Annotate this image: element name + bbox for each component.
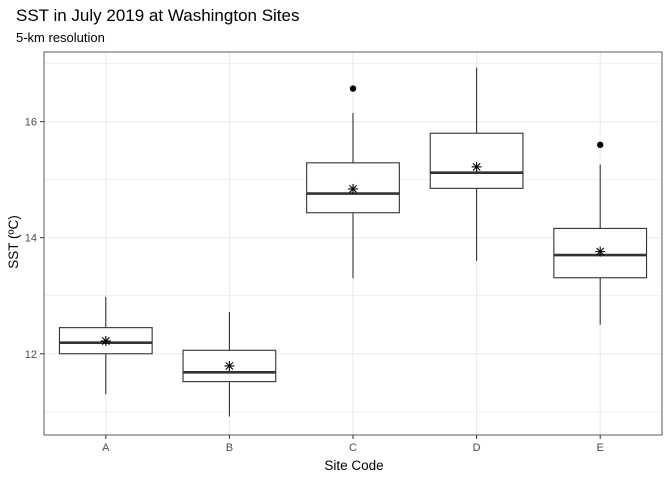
y-tick-label: 16 bbox=[25, 117, 37, 129]
iqr-box bbox=[429, 132, 524, 189]
x-tick-label: A bbox=[102, 442, 110, 454]
mean-marker bbox=[471, 161, 482, 172]
mean-marker-stroke bbox=[101, 337, 110, 345]
mean-marker-stroke bbox=[349, 184, 357, 193]
y-tick-label: 12 bbox=[25, 349, 37, 361]
box-d bbox=[429, 67, 524, 261]
box-e bbox=[553, 141, 648, 325]
mean-marker-stroke bbox=[225, 361, 234, 370]
outlier-point bbox=[349, 85, 357, 92]
iqr-box bbox=[553, 227, 648, 279]
x-axis-title: Site Code bbox=[324, 458, 383, 473]
x-tick-label: D bbox=[473, 442, 481, 454]
mean-marker bbox=[100, 335, 111, 346]
mean-marker-stroke bbox=[472, 162, 481, 171]
x-tick-label: C bbox=[349, 442, 357, 454]
box-c bbox=[306, 85, 400, 279]
mean-marker bbox=[224, 360, 235, 371]
mean-marker bbox=[348, 183, 358, 194]
mean-marker-stroke bbox=[596, 247, 605, 256]
x-tick-label: E bbox=[597, 442, 604, 454]
y-axis-title: SST (ºC) bbox=[6, 215, 21, 268]
box-a bbox=[58, 296, 153, 395]
mean-marker bbox=[595, 246, 606, 257]
x-axis-ticks: A B C D E bbox=[102, 435, 604, 454]
box-b bbox=[182, 311, 277, 417]
y-axis-ticks: 12 14 16 bbox=[25, 117, 44, 361]
chart-title: SST in July 2019 at Washington Sites bbox=[16, 6, 300, 25]
box-group bbox=[58, 67, 648, 417]
y-tick-label: 14 bbox=[25, 233, 37, 245]
chart-subtitle: 5-km resolution bbox=[16, 30, 105, 45]
x-tick-label: B bbox=[226, 442, 233, 454]
outlier-point bbox=[597, 141, 604, 149]
